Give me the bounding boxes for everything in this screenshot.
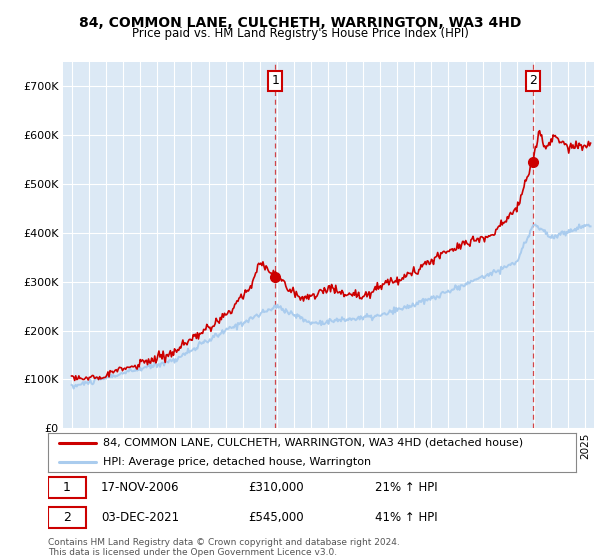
- Text: £545,000: £545,000: [248, 511, 304, 524]
- FancyBboxPatch shape: [48, 477, 86, 498]
- Text: 2: 2: [529, 74, 536, 87]
- Text: HPI: Average price, detached house, Warrington: HPI: Average price, detached house, Warr…: [103, 457, 371, 467]
- Text: 1: 1: [271, 74, 280, 87]
- Text: £310,000: £310,000: [248, 481, 304, 494]
- Text: Price paid vs. HM Land Registry's House Price Index (HPI): Price paid vs. HM Land Registry's House …: [131, 27, 469, 40]
- Text: Contains HM Land Registry data © Crown copyright and database right 2024.
This d: Contains HM Land Registry data © Crown c…: [48, 538, 400, 557]
- Text: 84, COMMON LANE, CULCHETH, WARRINGTON, WA3 4HD (detached house): 84, COMMON LANE, CULCHETH, WARRINGTON, W…: [103, 438, 524, 448]
- FancyBboxPatch shape: [48, 507, 86, 528]
- Text: 84, COMMON LANE, CULCHETH, WARRINGTON, WA3 4HD: 84, COMMON LANE, CULCHETH, WARRINGTON, W…: [79, 16, 521, 30]
- Text: 03-DEC-2021: 03-DEC-2021: [101, 511, 179, 524]
- Text: 1: 1: [63, 481, 71, 494]
- Text: 21% ↑ HPI: 21% ↑ HPI: [376, 481, 438, 494]
- Text: 17-NOV-2006: 17-NOV-2006: [101, 481, 179, 494]
- Text: 41% ↑ HPI: 41% ↑ HPI: [376, 511, 438, 524]
- Text: 2: 2: [63, 511, 71, 524]
